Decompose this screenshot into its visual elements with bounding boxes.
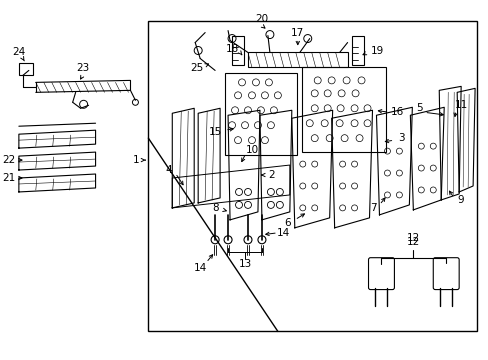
Text: 13: 13 [238,259,251,269]
Bar [351,36,363,66]
Text: 16: 16 [390,107,403,117]
Text: 18: 18 [225,44,238,54]
Text: 19: 19 [370,45,384,55]
Text: 4: 4 [164,165,171,175]
Text: 10: 10 [245,145,258,155]
Bar [224,73,296,155]
Bar [232,36,244,66]
Text: 22: 22 [2,155,16,165]
Bar [19,63,33,75]
Text: 6: 6 [284,218,290,228]
Text: 9: 9 [457,195,464,205]
Text: 11: 11 [454,100,467,110]
Text: 21: 21 [2,173,16,183]
Text: 7: 7 [369,203,376,213]
Text: 1: 1 [133,155,140,165]
Bar [301,67,386,152]
Text: 15: 15 [208,127,221,137]
Text: 17: 17 [290,28,304,37]
Text: 3: 3 [397,133,404,143]
Text: 24: 24 [12,48,25,58]
Text: 12: 12 [406,233,419,243]
Bar [148,21,476,332]
Text: 8: 8 [211,203,218,213]
Text: 20: 20 [255,14,268,24]
Text: 14: 14 [277,228,290,238]
Text: 5: 5 [415,103,422,113]
Bar [247,53,347,67]
Text: 23: 23 [76,63,89,73]
Text: 14: 14 [193,263,206,273]
Text: 12: 12 [406,237,419,247]
Text: 2: 2 [268,170,275,180]
Text: 25: 25 [190,63,203,73]
